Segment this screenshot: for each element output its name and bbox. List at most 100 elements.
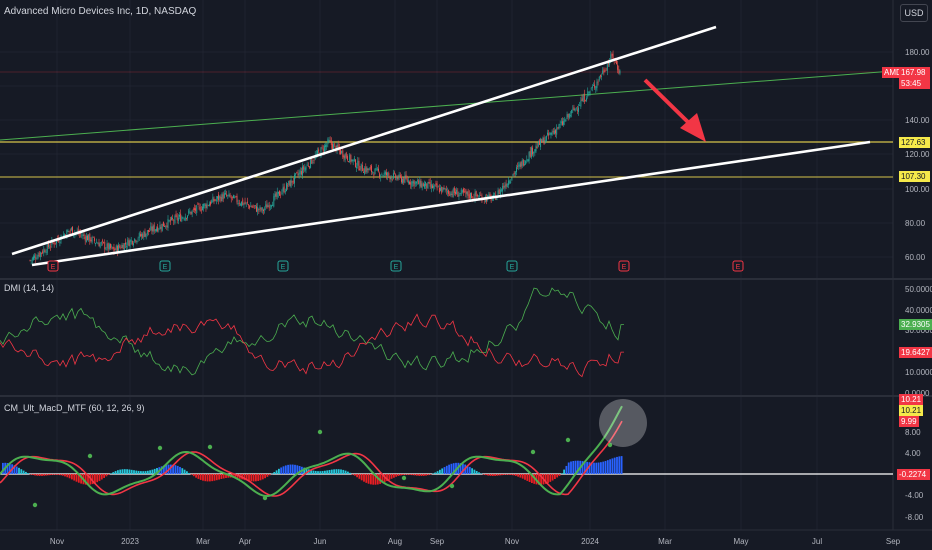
candle-body <box>506 183 508 188</box>
time-axis-tick: Mar <box>658 537 672 546</box>
macd-histogram-bar <box>537 474 540 485</box>
candle-body <box>588 91 590 93</box>
macd-histogram-bar <box>480 473 483 474</box>
candle-body <box>349 154 351 163</box>
candle-body <box>348 161 349 163</box>
candle-body <box>389 176 391 180</box>
earnings-marker[interactable] <box>506 260 518 272</box>
macd-histogram-bar <box>27 473 30 474</box>
candle-body <box>334 143 336 145</box>
candle-body <box>572 108 574 110</box>
candle-body <box>233 195 234 199</box>
candle-body <box>321 146 323 148</box>
hist-tag: 9.99 <box>899 416 919 427</box>
candle-body <box>516 167 517 173</box>
candle-body <box>317 150 318 155</box>
time-axis-tick: Apr <box>239 537 252 546</box>
plus-di-tag: 32.9305 <box>899 319 932 330</box>
symbol-tag: AMD <box>882 67 904 78</box>
earnings-marker[interactable] <box>277 260 289 272</box>
macd-histogram-bar <box>347 471 349 474</box>
candle-body <box>336 144 338 151</box>
candle-body <box>585 100 586 102</box>
earnings-marker[interactable] <box>732 260 744 272</box>
upper-wedge-trendline[interactable] <box>11 25 717 256</box>
highlight-circle[interactable] <box>599 399 647 447</box>
currency-button[interactable]: USD <box>900 4 928 22</box>
candle-body <box>37 255 39 259</box>
candle-body <box>156 228 157 232</box>
candle-body <box>51 240 53 246</box>
candle-body <box>212 197 214 203</box>
macd-axis-tick: -4.00 <box>905 491 924 500</box>
macd-histogram-bar <box>374 474 377 485</box>
earnings-marker[interactable] <box>47 260 59 272</box>
candle-body <box>333 144 335 151</box>
macd-histogram-bar <box>275 470 278 474</box>
dmi-title[interactable]: DMI (14, 14) <box>4 283 55 293</box>
candle-body <box>187 215 188 219</box>
candle-body <box>606 64 608 71</box>
candle-body <box>534 149 536 153</box>
candle-body <box>82 234 84 236</box>
down-arrow-head[interactable] <box>680 113 706 142</box>
candle-body <box>526 159 528 161</box>
earnings-marker[interactable] <box>159 260 171 272</box>
candle-body <box>190 211 192 215</box>
candle-body <box>39 252 41 257</box>
macd-histogram-bar <box>84 474 87 485</box>
macd-histogram-bar <box>130 469 133 474</box>
earnings-marker[interactable] <box>390 260 402 272</box>
candle-body <box>616 60 617 65</box>
candle-body <box>225 192 226 194</box>
candle-body <box>520 161 522 168</box>
candle-body <box>36 258 38 260</box>
candle-body <box>345 152 347 158</box>
candle-body <box>514 171 516 175</box>
macd-histogram-bar <box>344 470 347 474</box>
candle-body <box>427 182 429 189</box>
time-axis[interactable]: Nov 2023 Mar Apr Jun Aug Sep Nov 2024 Mar May Jul Se… <box>50 537 901 546</box>
candle-body <box>236 195 238 203</box>
candle-body <box>367 168 369 170</box>
macd-title[interactable]: CM_Ult_MacD_MTF (60, 12, 26, 9) <box>4 403 145 413</box>
trend-overlays[interactable] <box>11 25 871 267</box>
macd-histogram-bar <box>61 474 64 476</box>
candle-body <box>102 240 103 242</box>
candle-body <box>358 160 360 170</box>
price-drawings[interactable] <box>0 70 894 178</box>
candle-body <box>599 75 601 77</box>
symbol-title[interactable]: Advanced Micro Devices Inc, 1D, NASDAQ <box>4 6 197 17</box>
macd-histogram-bar <box>119 469 122 474</box>
macd-histogram-bar <box>174 465 177 474</box>
macd-histogram-bar <box>388 474 391 480</box>
candle-body <box>511 177 513 181</box>
candle-body <box>313 159 315 161</box>
macd-histogram-bar <box>367 474 370 484</box>
candle-body <box>553 130 555 134</box>
down-arrow-shaft[interactable] <box>643 78 694 128</box>
macd-axis[interactable]: 8.00 4.00 -4.00 -8.00 <box>905 428 924 522</box>
macd-histogram-bar <box>268 474 271 476</box>
candle-body <box>381 174 383 176</box>
macd-histogram-bar <box>211 474 214 482</box>
candle-body <box>329 140 331 142</box>
macd-histogram-bar <box>496 474 499 476</box>
candle-body <box>465 189 467 194</box>
macd-histogram-bar <box>142 471 145 474</box>
lower-wedge-trendline[interactable] <box>31 140 871 267</box>
price-axis-tick: 60.00 <box>905 253 926 262</box>
green-trendline[interactable] <box>0 70 894 141</box>
earnings-marker[interactable] <box>618 260 630 272</box>
candle-body <box>541 139 543 143</box>
macd-histogram-bar <box>563 469 565 474</box>
candle-body <box>392 173 394 179</box>
candle-body <box>608 63 609 64</box>
candle-body <box>203 203 205 209</box>
dmi-axis[interactable]: 50.0000 40.0000 30.0000 10.0000 0.0000 <box>905 285 932 398</box>
candle-body <box>499 189 501 196</box>
candle-body <box>199 207 201 212</box>
macd-cross-dot <box>32 502 38 508</box>
